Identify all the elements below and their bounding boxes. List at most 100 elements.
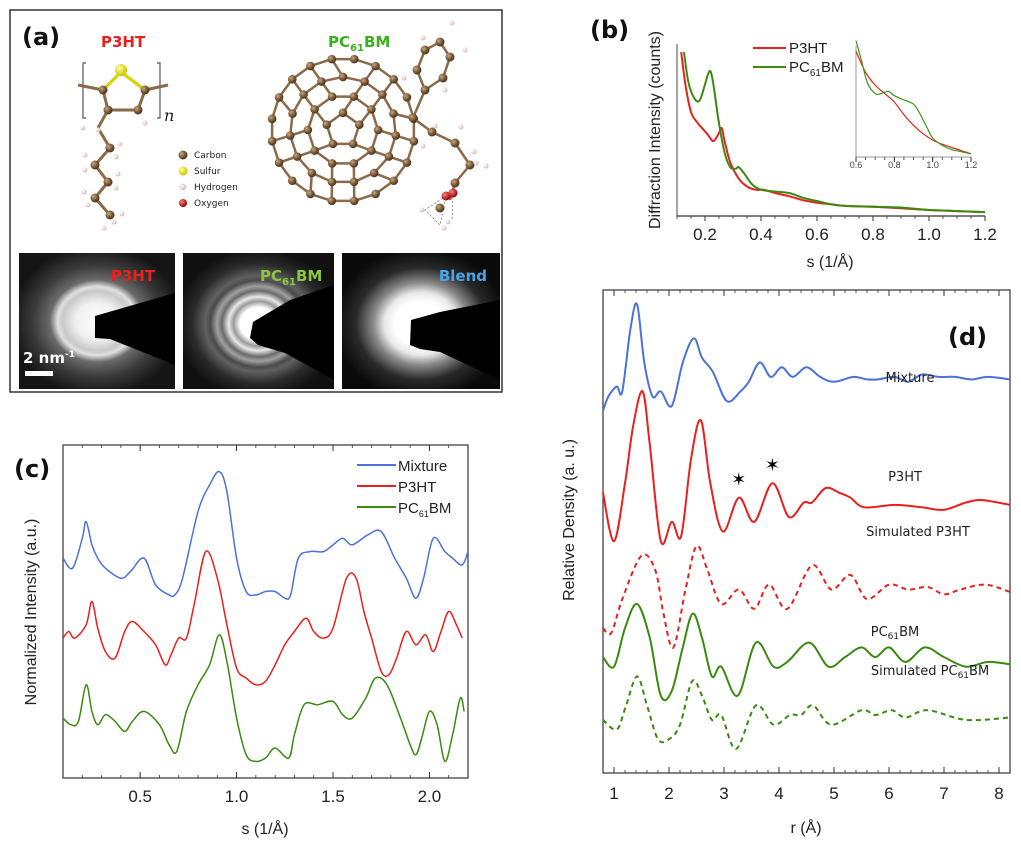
legend-label-p3ht: P3HT	[398, 479, 436, 496]
diffraction-label: Blend	[439, 267, 487, 285]
scale-bar-label: 2 nm-1	[23, 349, 75, 367]
panel-d-xlabel: r (Å)	[790, 818, 821, 837]
x-tick-label: 2	[664, 784, 673, 803]
panel-c-ylabel: Normalized Intensity (a.u.)	[23, 519, 40, 706]
panel-b: (b) Diffraction Intensity (counts) 0.2 0.…	[590, 16, 997, 271]
x-tick-label: 1.0	[926, 160, 939, 170]
repeat-brackets	[82, 62, 161, 119]
beam-stop	[95, 293, 175, 365]
hydrogen-atom-icon	[179, 183, 187, 191]
diffraction-image-blend: Blend	[342, 253, 500, 389]
sulfur-atom	[115, 64, 127, 76]
atom-legend-label: Carbon	[194, 151, 226, 161]
oxygen-atom-icon	[179, 199, 187, 207]
beam-stop	[250, 285, 334, 380]
peak-star-marker: ✶	[765, 455, 780, 475]
curve-simulated-pcbm	[602, 675, 1011, 750]
atom-legend-label: Sulfur	[194, 167, 221, 177]
curve-label-pcbm: PC61BM	[871, 625, 920, 642]
x-tick-label: 1.5	[321, 787, 345, 806]
x-tick-label: 0.4	[749, 225, 773, 244]
x-tick-label: 8	[994, 784, 1003, 803]
panel-b-x-ticks: 0.2 0.4 0.6 0.8 1.0 1.2	[676, 216, 997, 244]
side-chain-hydrogens	[401, 20, 489, 231]
curve-label-simulated-pcbm: Simulated PC61BM	[871, 664, 989, 681]
curve-pcbm	[602, 602, 1011, 702]
panel-b-ylabel: Diffraction Intensity (counts)	[647, 31, 664, 229]
atom-legend-sulfur: Sulfur	[178, 166, 221, 177]
panel-d-ylabel: Relative Density (a. u.)	[561, 439, 578, 601]
curve-label-simulated-p3ht: Simulated P3HT	[866, 525, 970, 540]
peak-star-marker: ✶	[731, 470, 746, 490]
atom-legend: Carbon Sulfur Hydrogen Oxygen	[178, 150, 238, 209]
curve-mixture	[62, 470, 469, 600]
p3ht-molecule: n	[77, 62, 174, 231]
legend-label-p3ht: P3HT	[789, 40, 827, 57]
x-tick-label: 0.8	[861, 225, 885, 244]
x-tick-label: 4	[774, 784, 783, 803]
p3ht-hydrogens	[80, 120, 148, 231]
panel-b-label: (b)	[590, 16, 629, 44]
s-bond	[120, 70, 146, 92]
curve-p3ht	[680, 51, 986, 214]
beam-stop	[410, 300, 500, 380]
panel-c-x-ticks: 0.5 1.0 1.5 2.0	[62, 445, 469, 806]
x-tick-label: 1.2	[973, 225, 997, 244]
curve-pcbm	[62, 634, 465, 763]
pcbm-title: PC61BM	[328, 33, 390, 54]
curve-p3ht	[62, 550, 463, 686]
x-tick-label: 2.0	[418, 787, 442, 806]
pcbm-molecule	[267, 20, 489, 231]
x-tick-label: 1.0	[917, 225, 941, 244]
panel-d-label: (d)	[948, 323, 987, 351]
curve-pcbm	[683, 51, 986, 214]
panel-c-xlabel: s (1/Å)	[241, 819, 288, 838]
panel-c: (c) Normalized Intensity (a.u.) 0.5 1.0 1.…	[14, 444, 469, 838]
p3ht-carbons	[90, 85, 150, 220]
inset-x-ticks: 0.6 0.8 1.0 1.2	[850, 157, 978, 170]
inset-curve-pcbm	[855, 40, 972, 155]
panel-b-curves	[680, 51, 986, 214]
panel-c-frame	[62, 444, 469, 779]
atom-legend-oxygen: Oxygen	[179, 199, 229, 209]
curve-mixture	[602, 302, 1011, 412]
inset-curve-p3ht	[855, 51, 972, 155]
x-tick-label: 5	[829, 784, 838, 803]
x-tick-label: 0.2	[693, 225, 717, 244]
p3ht-title: P3HT	[101, 33, 146, 51]
diffraction-image-p3ht: P3HT 2 nm-1	[19, 253, 175, 389]
x-tick-label: 0.6	[850, 160, 863, 170]
legend-label-pcbm: PC61BM	[789, 59, 843, 79]
carbon-atom-icon	[178, 150, 188, 160]
x-tick-label: 7	[939, 784, 948, 803]
panel-c-legend: Mixture P3HT PC61BM	[357, 458, 451, 519]
panel-d-x-ticks: 1 2 3 4 5 6 7 8	[602, 290, 1011, 803]
diffraction-image-pcbm: PC61BM	[183, 253, 334, 389]
atom-legend-carbon: Carbon	[178, 150, 226, 161]
panel-b-legend: P3HT PC61BM	[753, 40, 843, 79]
panel-d-curves	[602, 302, 1011, 750]
scale-bar	[25, 371, 53, 376]
legend-label-pcbm: PC61BM	[398, 500, 451, 519]
x-tick-label: 6	[884, 784, 893, 803]
x-tick-label: 0.5	[128, 787, 152, 806]
panel-d-annotations: ✶✶	[731, 455, 780, 489]
x-tick-label: 0.8	[888, 160, 901, 170]
panel-a-label: (a)	[22, 23, 60, 51]
curve-label-mixture: Mixture	[886, 371, 935, 386]
panel-b-inset: 0.6 0.8 1.0 1.2	[850, 40, 978, 170]
side-chain-carbons	[408, 37, 475, 213]
x-tick-label: 1.2	[965, 160, 978, 170]
x-tick-label: 1.0	[225, 787, 249, 806]
atom-legend-label: Hydrogen	[194, 183, 238, 193]
panel-b-xlabel: s (1/Å)	[806, 252, 853, 271]
x-tick-label: 3	[719, 784, 728, 803]
dashed-bonds	[424, 192, 454, 226]
diffraction-label: P3HT	[111, 267, 156, 285]
panel-a: (a) P3HT n	[9, 9, 503, 393]
panel-d-frame	[602, 289, 1011, 774]
diffraction-label: PC61BM	[260, 267, 322, 288]
panel-c-curves	[62, 470, 469, 763]
